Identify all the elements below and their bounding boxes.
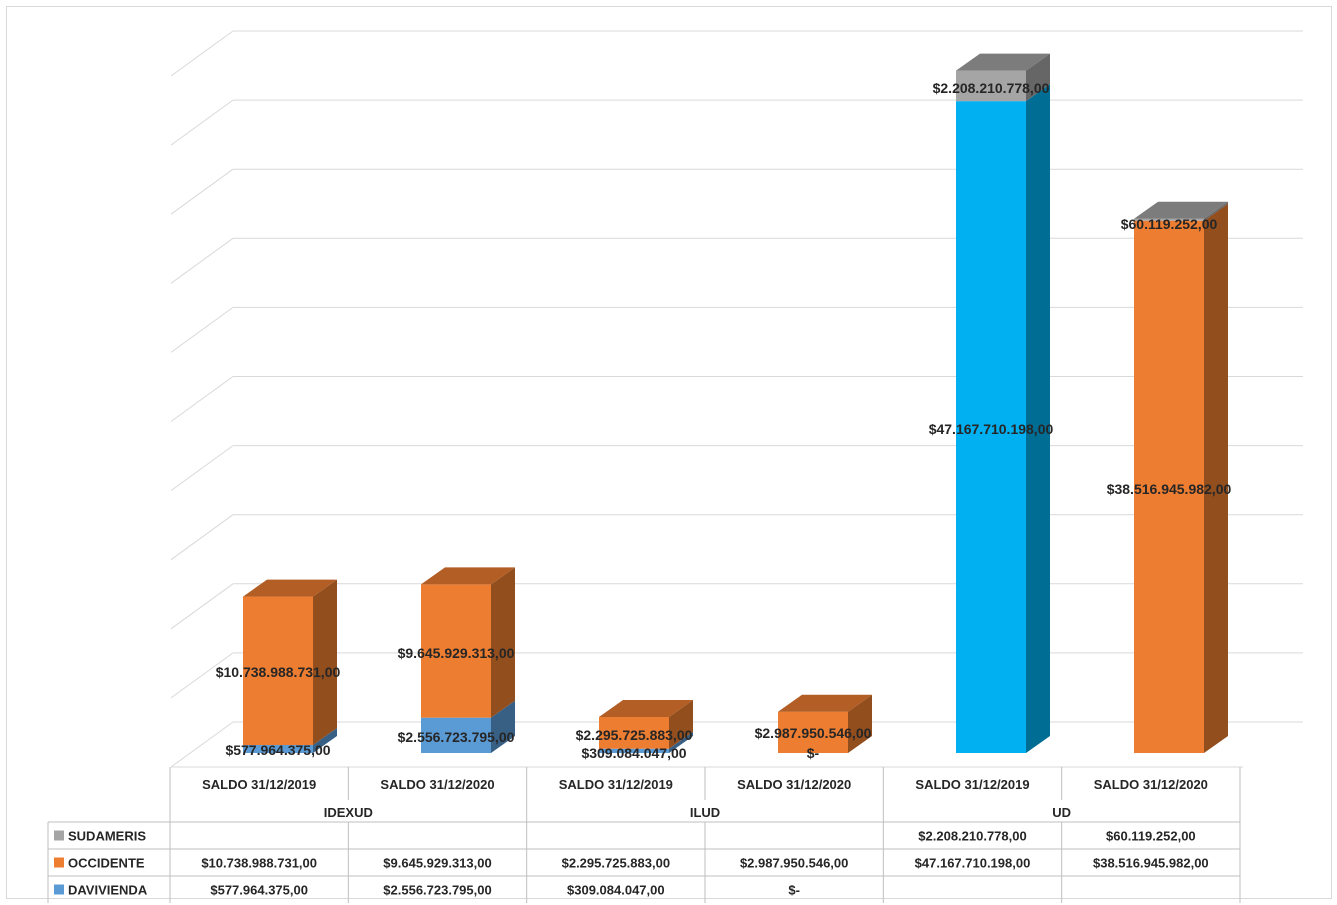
data-label-occidente-0: $10.738.988.731,00 [216,664,341,680]
table-value-davivienda-2: $309.084.047,00 [567,883,665,898]
bar-sudameris-4-side [1026,53,1050,102]
table-value-davivienda-1: $2.556.723.795,00 [383,883,491,898]
data-label-occidente-5: $38.516.945.982,00 [1107,481,1232,497]
bar-occidente-3 [778,711,848,753]
bar-occidente-0 [243,596,313,746]
bar-occidente-2-side [669,700,693,749]
bar-sudameris-5-side [1204,201,1228,221]
bar-sudameris-4 [956,70,1026,102]
legend-label-occidente: OCCIDENTE [68,856,145,871]
bar-davivienda-0 [243,745,313,753]
table-value-davivienda-3: $- [788,883,800,898]
data-label-occidente-4: $47.167.710.198,00 [929,421,1054,437]
bar-occidente-5-side [1204,203,1228,753]
bar-davivienda-1 [421,717,491,753]
category-label-4: SALDO 31/12/2019 [915,777,1029,792]
side-gridline [170,514,234,561]
side-gridline [170,445,234,492]
bar-occidente-2-top [599,700,693,718]
bar-sudameris-5-top [1134,201,1228,219]
side-gridline [170,652,234,699]
bar-occidente-1-top [421,567,515,585]
legend-key-davivienda [54,884,64,895]
group-label-ud: UD [1052,805,1071,820]
data-label-davivienda-2: $309.084.047,00 [581,745,686,761]
data-label-davivienda-0: $577.964.375,00 [225,742,330,758]
bar-occidente-1-side [491,567,515,718]
bar-davivienda-0-side [313,728,337,753]
data-label-occidente-1: $9.645.929.313,00 [398,645,515,661]
category-label-3: SALDO 31/12/2020 [737,777,851,792]
side-gridline [170,168,234,215]
group-label-ilud: ILUD [690,805,720,820]
legend-label-sudameris: SUDAMERIS [68,829,146,844]
category-label-5: SALDO 31/12/2020 [1094,777,1208,792]
table-value-occidente-3: $2.987.950.546,00 [740,856,848,871]
data-label-occidente-3: $2.987.950.546,00 [755,725,872,741]
bar-davivienda-2-side [669,731,693,753]
side-gridline [170,583,234,630]
data-label-sudameris-5: $60.119.252,00 [1121,216,1218,232]
side-gridline [170,306,234,353]
table-value-occidente-1: $9.645.929.313,00 [383,856,491,871]
legend-label-davivienda: DAVIVIENDA [68,883,148,898]
data-label-davivienda-1: $2.556.723.795,00 [398,729,515,745]
bar-sudameris-4-top [956,53,1050,71]
bar-davivienda-1-side [491,700,515,753]
side-gridline [170,30,234,77]
bar-occidente-4 [956,101,1026,754]
bar-occidente-0-top [243,579,337,597]
table-value-sudameris-5: $60.119.252,00 [1106,829,1196,844]
table-value-davivienda-0: $577.964.375,00 [210,883,308,898]
bar-sudameris-5 [1134,218,1204,221]
bar-occidente-2 [599,717,669,749]
table-value-occidente-4: $47.167.710.198,00 [915,856,1031,871]
bar-occidente-3-side [848,694,872,753]
table-value-occidente-2: $2.295.725.883,00 [562,856,670,871]
data-label-sudameris-4: $2.208.210.778,00 [933,80,1050,96]
table-value-occidente-5: $38.516.945.982,00 [1093,856,1209,871]
data-label-davivienda-3: $- [807,745,820,761]
bar-occidente-4-side [1026,84,1050,754]
bar-occidente-5 [1134,220,1204,753]
category-label-0: SALDO 31/12/2019 [202,777,316,792]
legend-key-sudameris [54,830,64,841]
table-value-occidente-0: $10.738.988.731,00 [201,856,317,871]
bar-occidente-3-top [778,694,872,712]
group-label-idexud: IDEXUD [324,805,373,820]
bar-occidente-0-side [313,579,337,746]
legend-key-occidente [54,857,64,868]
side-gridline [170,376,234,422]
data-label-occidente-2: $2.295.725.883,00 [576,727,693,743]
category-label-2: SALDO 31/12/2019 [559,777,673,792]
side-gridline [170,99,234,146]
bar-davivienda-2 [599,748,669,753]
bar-occidente-1 [421,584,491,718]
side-gridline [170,237,234,284]
category-label-1: SALDO 31/12/2020 [380,777,494,792]
table-value-sudameris-4: $2.208.210.778,00 [918,829,1026,844]
side-gridline [170,721,234,768]
